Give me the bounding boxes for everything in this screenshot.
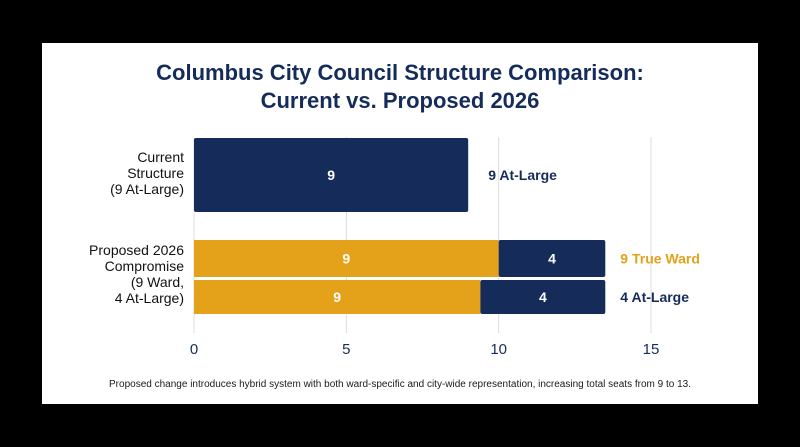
bar-value-label: 9 xyxy=(333,289,341,305)
bar-value-label: 9 xyxy=(342,251,350,267)
title-line-2: Current vs. Proposed 2026 xyxy=(260,88,540,113)
bar-segment xyxy=(194,280,481,314)
x-tick-label: 15 xyxy=(643,341,660,358)
bar-annotation: 4 At-Large xyxy=(620,289,689,305)
bar-segment xyxy=(194,138,469,212)
bar-segment xyxy=(480,280,606,314)
bar-chart: 0 5 10 15 9 9 At-Large 9 4 9 True Ward 9 4 4 At-Lar… xyxy=(190,137,700,358)
chart-caption: Proposed change introduces hybrid system… xyxy=(109,379,691,390)
bar-segment xyxy=(194,240,499,277)
bar-value-label: 4 xyxy=(548,251,556,267)
title-line-1: Columbus City Council Structure Comparis… xyxy=(156,60,644,85)
chart-title: Columbus City Council Structure Comparis… xyxy=(42,59,758,115)
bar-value-label: 4 xyxy=(539,289,547,305)
bar-annotation: 9 At-Large xyxy=(488,167,557,183)
x-tick-label: 0 xyxy=(190,341,198,358)
chart-card: Columbus City Council Structure Comparis… xyxy=(42,43,758,404)
x-tick-label: 5 xyxy=(342,341,350,358)
bar-value-label: 9 xyxy=(327,167,335,183)
category-label: Current Structure (9 At-Large) xyxy=(110,149,184,197)
bar-segment xyxy=(498,240,606,277)
bar-annotation: 9 True Ward xyxy=(620,251,700,267)
x-tick-label: 10 xyxy=(490,341,507,358)
category-label: Proposed 2026 Compromise (9 Ward, 4 At-L… xyxy=(89,242,184,306)
